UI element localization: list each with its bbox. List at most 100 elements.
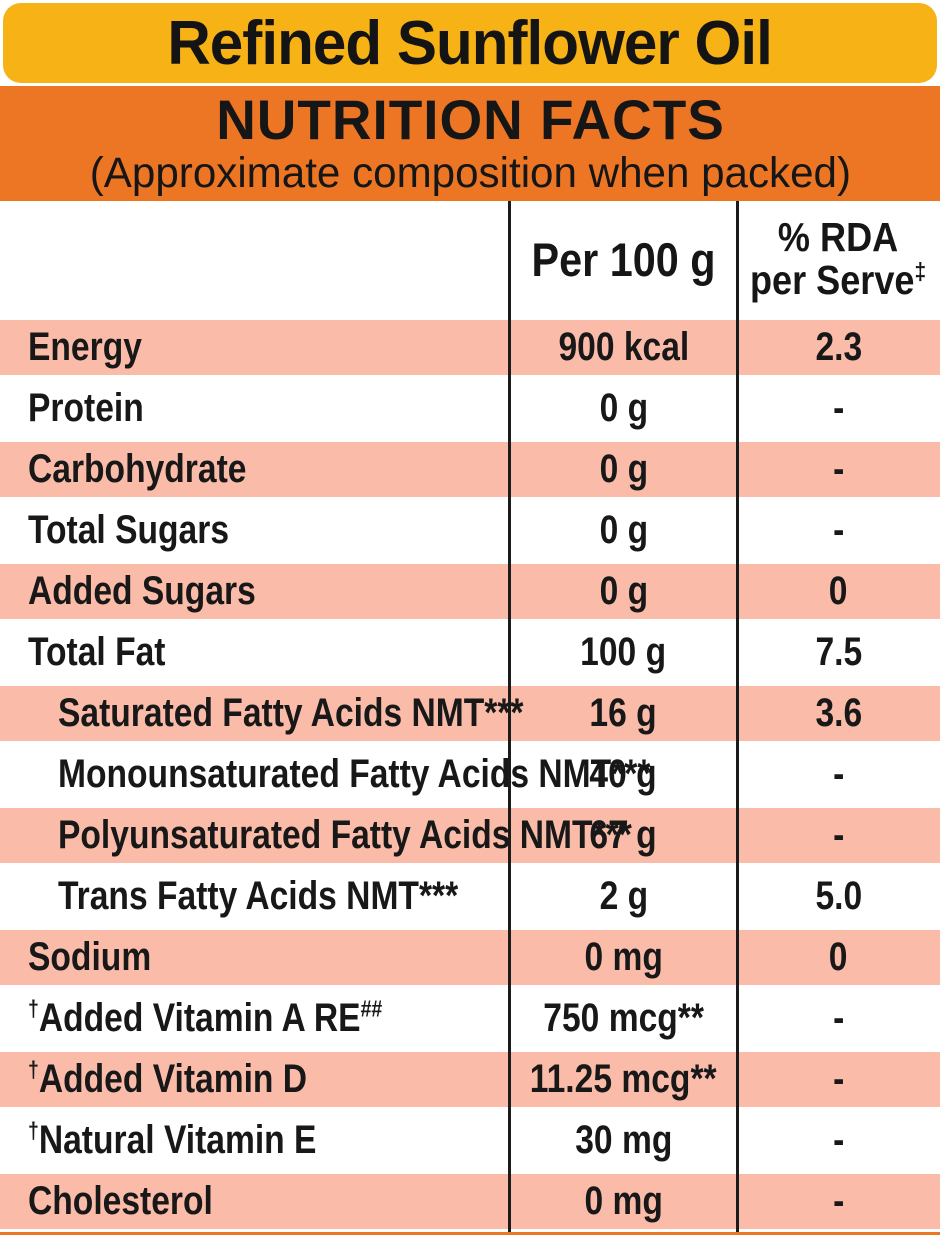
rda-cell: 5.0 [737, 874, 940, 919]
per-100g-value: 100 g [580, 630, 667, 674]
nutrient-label: Polyunsaturated Fatty Acids NMT*** [58, 813, 632, 857]
nutrient-label-cell: †Added Vitamin A RE## [0, 996, 510, 1041]
nutrition-facts-banner: NUTRITION FACTS (Approximate composition… [0, 86, 940, 201]
rda-value: 0 [829, 569, 848, 613]
nutrient-label-cell: Total Fat [0, 630, 510, 675]
rda-cell: 7.5 [737, 630, 940, 675]
nutrient-label-cell: Cholesterol [0, 1179, 510, 1224]
rda-cell: - [737, 1118, 940, 1163]
nutrient-label: Saturated Fatty Acids NMT*** [58, 691, 524, 735]
double-dagger-superscript: ‡ [914, 258, 927, 286]
nutrient-row: Monounsaturated Fatty Acids NMT*** 40 g … [0, 744, 940, 805]
rda-cell: 2.3 [737, 325, 940, 370]
rda-value: - [832, 813, 845, 857]
per-100g-value: 900 kcal [558, 325, 689, 369]
rda-cell: - [737, 1179, 940, 1224]
nutrient-label: Energy [28, 325, 142, 369]
rda-cell: 0 [737, 569, 940, 614]
nutrient-label: Total Fat [28, 630, 166, 674]
bottom-accent-strip [0, 1232, 940, 1235]
nutrient-label: Trans Fatty Acids NMT*** [58, 874, 459, 918]
per-100g-value: 0 g [599, 386, 648, 430]
nutrient-row: Cholesterol 0 mg - [0, 1171, 940, 1232]
per-100g-cell: 11.25 mcg** [510, 1057, 737, 1102]
rda-cell: - [737, 1057, 940, 1102]
per-100g-value: 40 g [589, 752, 658, 796]
nutrient-row: Total Sugars 0 g - [0, 500, 940, 561]
rda-value: - [832, 1057, 845, 1101]
nutrient-label: Added Vitamin A RE [38, 996, 361, 1040]
per-100g-cell: 900 kcal [510, 325, 737, 370]
dagger-superscript: † [28, 1117, 39, 1144]
column-divider-2 [736, 201, 739, 1235]
rda-cell: - [737, 996, 940, 1041]
per-100g-cell: 100 g [510, 630, 737, 675]
rda-cell: - [737, 386, 940, 431]
rda-value: 3.6 [815, 691, 862, 735]
rda-cell: - [737, 752, 940, 797]
nutrient-label: Natural Vitamin E [38, 1118, 317, 1162]
nutrient-row: †Added Vitamin A RE## 750 mcg** - [0, 988, 940, 1049]
nutrient-row: †Added Vitamin D 11.25 mcg** - [0, 1049, 940, 1110]
nutrient-label-cell: Saturated Fatty Acids NMT*** [0, 691, 524, 736]
nutrient-label: Sodium [28, 935, 152, 979]
per-100g-value: 750 mcg** [543, 996, 704, 1040]
nutrient-label-cell: Trans Fatty Acids NMT*** [0, 874, 510, 919]
nutrient-rows: Energy 900 kcal 2.3 Protein 0 g - Carboh… [0, 317, 940, 1232]
nutrient-label: Protein [28, 386, 144, 430]
per-100g-cell: 0 g [510, 386, 737, 431]
per-100g-cell: 30 mg [510, 1118, 737, 1163]
nutrient-label-cell: Sodium [0, 935, 510, 980]
per-100g-cell: 0 g [510, 508, 737, 553]
nutrition-table: Per 100 g % RDA per Serve‡ Energy 900 kca… [0, 201, 940, 1235]
product-title: Refined Sunflower Oil [167, 8, 773, 78]
rda-value: - [832, 752, 845, 796]
nutrient-label: Carbohydrate [28, 447, 247, 491]
per-100g-cell: 67 g [510, 813, 737, 858]
rda-value: 7.5 [815, 630, 862, 674]
rda-value: 5.0 [815, 874, 862, 918]
nutrient-label: Added Sugars [28, 569, 256, 613]
per-100g-value: 0 g [599, 447, 648, 491]
rda-value: - [832, 508, 845, 552]
col-header-per-100g: Per 100 g [531, 232, 716, 286]
hash-superscript: ## [360, 995, 383, 1022]
per-100g-value: 0 g [599, 569, 648, 613]
rda-value: - [832, 386, 845, 430]
nutrient-label-cell: †Natural Vitamin E [0, 1118, 510, 1163]
nutrient-row: Trans Fatty Acids NMT*** 2 g 5.0 [0, 866, 940, 927]
product-title-banner: Refined Sunflower Oil [3, 3, 937, 83]
rda-cell: - [737, 508, 940, 553]
nutrient-label-cell: Energy [0, 325, 510, 370]
rda-value: - [832, 1179, 845, 1223]
dagger-superscript: † [28, 995, 39, 1022]
rda-cell: 0 [737, 935, 940, 980]
column-divider-1 [508, 201, 511, 1235]
rda-value: 0 [829, 935, 848, 979]
nutrient-row: Saturated Fatty Acids NMT*** 16 g 3.6 [0, 683, 940, 744]
nutrient-label-cell: Monounsaturated Fatty Acids NMT*** [0, 752, 650, 797]
nutrient-label-cell: †Added Vitamin D [0, 1057, 510, 1102]
per-100g-value: 11.25 mcg** [530, 1057, 717, 1101]
per-100g-value: 16 g [589, 691, 658, 735]
rda-value: - [832, 447, 845, 491]
nutrition-facts-heading: NUTRITION FACTS [215, 87, 725, 151]
nutrient-label-cell: Protein [0, 386, 510, 431]
nutrient-row: Total Fat 100 g 7.5 [0, 622, 940, 683]
per-100g-cell: 2 g [510, 874, 737, 919]
per-100g-value: 0 mg [584, 1179, 663, 1223]
nutrient-row: Energy 900 kcal 2.3 [0, 317, 940, 378]
nutrient-label: Monounsaturated Fatty Acids NMT*** [58, 752, 651, 796]
nutrient-label-cell: Total Sugars [0, 508, 510, 553]
rda-value: - [832, 1118, 845, 1162]
nutrient-label: Added Vitamin D [38, 1057, 308, 1101]
per-100g-value: 0 mg [584, 935, 663, 979]
nutrient-label: Cholesterol [28, 1179, 213, 1223]
nutrient-label-cell: Polyunsaturated Fatty Acids NMT*** [0, 813, 632, 858]
rda-value: - [832, 996, 845, 1040]
per-100g-value: 30 mg [574, 1118, 673, 1162]
rda-cell: - [737, 813, 940, 858]
nutrient-row: Added Sugars 0 g 0 [0, 561, 940, 622]
rda-value: 2.3 [815, 325, 862, 369]
